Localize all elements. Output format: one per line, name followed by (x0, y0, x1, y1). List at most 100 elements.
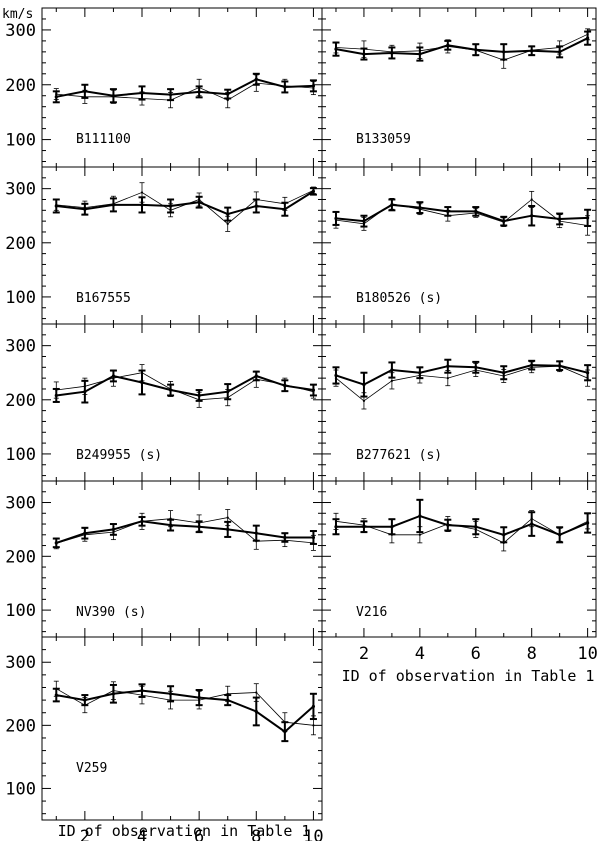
data-point (226, 222, 229, 225)
panel-6: B277621 (s) (321, 323, 597, 482)
data-point (54, 393, 58, 398)
data-point (283, 535, 287, 540)
y-tick-label: 200 (5, 76, 36, 96)
panel-label: B167555 (76, 291, 131, 306)
data-point (530, 49, 534, 53)
data-point (558, 364, 562, 368)
data-point (168, 692, 173, 696)
data-point (168, 93, 173, 97)
data-point (502, 50, 506, 54)
series-line (335, 203, 588, 223)
x-tick-label: 2 (359, 644, 369, 664)
data-point (418, 371, 422, 375)
data-point (334, 47, 338, 51)
data-point (140, 519, 144, 523)
y-tick-label: 100 (5, 131, 36, 151)
data-point (83, 390, 87, 394)
series-thick (52, 72, 317, 104)
panel-label: NV390 (s) (76, 605, 146, 620)
data-point (111, 692, 116, 696)
series-thick (52, 516, 317, 549)
panel-grid: 100 200 300 B111100 B133059 100 200 300 B167555 B… (5, 7, 598, 841)
x-tick-label: 4 (415, 644, 425, 664)
data-point (283, 384, 287, 388)
panel-frame (41, 636, 323, 821)
series-thin (53, 364, 316, 408)
series-line (56, 78, 314, 98)
data-point (140, 91, 144, 95)
x-tick-label: 6 (471, 644, 481, 664)
series-line (55, 520, 314, 544)
data-point (334, 373, 338, 378)
data-point (83, 698, 87, 702)
data-point (474, 209, 478, 213)
y-tick-label: 200 (5, 547, 36, 567)
data-point (140, 191, 144, 194)
series-line (56, 517, 314, 544)
data-point (312, 724, 315, 727)
data-point (83, 89, 87, 93)
y-tick-label: 200 (5, 716, 36, 736)
data-point (140, 380, 144, 385)
panel-label: B180526 (s) (356, 291, 442, 306)
data-point (54, 541, 58, 545)
series-thick (332, 498, 592, 544)
data-point (54, 95, 58, 99)
panel-9: 100 200 300 2 4 6 8 10 V259 (5, 636, 324, 841)
data-point (311, 704, 316, 709)
panel-label: V259 (76, 761, 107, 776)
data-point (111, 203, 116, 207)
data-point (446, 377, 449, 380)
series-thick (52, 187, 317, 222)
data-point (446, 364, 450, 368)
data-point (140, 689, 144, 693)
panel-label: B249955 (s) (76, 448, 162, 463)
series-thick (332, 358, 592, 398)
panel-label: V216 (356, 605, 387, 620)
data-point (226, 212, 230, 216)
data-point (111, 374, 116, 378)
y-tick-label: 300 (5, 494, 36, 514)
data-point (54, 693, 58, 697)
data-point (111, 527, 116, 532)
series-line (335, 37, 589, 56)
series-line (56, 374, 314, 397)
y-tick-label: 100 (5, 445, 36, 465)
data-point (474, 48, 478, 52)
data-point (168, 523, 173, 527)
data-point (390, 368, 394, 372)
data-point (111, 94, 116, 98)
data-point (362, 52, 366, 56)
series-line (56, 689, 315, 733)
data-point (255, 691, 258, 694)
data-point (311, 189, 316, 193)
series-thick (332, 30, 592, 62)
y-tick-label: 300 (5, 337, 36, 357)
series-thin (53, 74, 316, 109)
data-point (390, 51, 394, 55)
panel-label: B133059 (356, 132, 411, 147)
panel-4: B180526 (s) (321, 166, 597, 325)
data-point (362, 399, 366, 402)
x-tick-label: 4 (137, 827, 147, 841)
data-point (362, 525, 366, 529)
series-thin (53, 509, 316, 551)
series-line (336, 514, 588, 536)
data-point (446, 43, 450, 47)
data-point (390, 525, 394, 529)
data-point (254, 77, 258, 81)
data-point (558, 50, 562, 54)
x-tick-label: 10 (303, 827, 323, 841)
data-point (586, 371, 590, 375)
panel-7: 100 200 300 NV390 (s) (5, 480, 323, 638)
data-point (226, 99, 229, 102)
data-point (311, 84, 316, 88)
data-point (418, 206, 422, 210)
data-point (446, 523, 450, 527)
data-point (197, 525, 201, 529)
data-point (83, 531, 87, 535)
data-point (334, 525, 338, 529)
series-thick (332, 198, 592, 228)
panel-3: 100 200 300 B167555 (5, 166, 323, 325)
